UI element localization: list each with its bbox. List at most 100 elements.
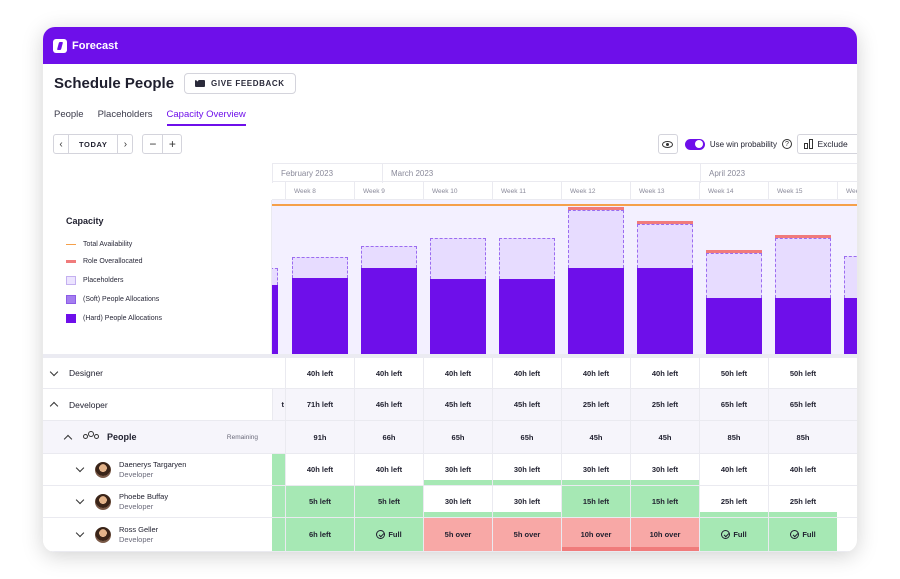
role-label[interactable]: Designer [43, 358, 272, 388]
capacity-cell[interactable]: 5h over [423, 518, 492, 551]
capacity-cell[interactable]: 40h left [768, 454, 837, 485]
capacity-cell[interactable]: 65h [492, 421, 561, 453]
capacity-cell[interactable]: 40h left [561, 358, 630, 388]
cell-value: 40h left [582, 368, 610, 378]
capacity-cell[interactable]: 10h over [561, 518, 630, 551]
capacity-cell[interactable]: 65h [423, 421, 492, 453]
capacity-cell[interactable]: 40h left [285, 454, 354, 485]
chevron-up-icon[interactable] [63, 434, 73, 443]
capacity-cell[interactable]: 30h left [630, 454, 699, 485]
capacity-cell[interactable]: Full [699, 518, 768, 551]
capacity-cell[interactable]: 40h left [354, 358, 423, 388]
placeholder-bar[interactable] [844, 256, 857, 298]
chevron-down-icon[interactable] [49, 367, 59, 376]
placeholder-bar[interactable] [499, 237, 555, 280]
placeholder-bar[interactable] [430, 237, 486, 280]
hard-allocation-bar[interactable] [499, 279, 555, 354]
zoom-out-button[interactable]: − [149, 137, 157, 151]
capacity-cell[interactable]: 5h over [492, 518, 561, 551]
placeholder-bar[interactable] [706, 253, 762, 298]
timeline-area[interactable]: February 2023 March 2023 April 2023 Week… [272, 163, 857, 552]
prev-button[interactable]: ‹ [59, 138, 63, 150]
hard-allocation-bar[interactable] [361, 268, 417, 354]
capacity-cell[interactable]: 71h left [285, 389, 354, 420]
hard-allocation-bar[interactable] [844, 297, 857, 354]
capacity-cell[interactable]: 30h left [423, 454, 492, 485]
win-probability-toggle[interactable] [684, 138, 705, 150]
chevron-up-icon[interactable] [49, 401, 59, 411]
capacity-cell[interactable]: 91h [285, 421, 354, 453]
capacity-cell[interactable]: 25h left [630, 389, 699, 420]
capacity-cell[interactable]: 15h left [630, 486, 699, 517]
capacity-cell[interactable]: 30h left [423, 486, 492, 517]
capacity-cell[interactable]: 50h left [699, 358, 768, 388]
tab-capacity-overview[interactable]: Capacity Overview [166, 109, 246, 126]
capacity-cell[interactable]: 45h [561, 421, 630, 453]
capacity-cell[interactable]: 65h left [768, 389, 837, 420]
legend-item: Total Availability [66, 241, 132, 248]
person-label[interactable]: Daenerys Targaryen Developer [43, 454, 272, 485]
capacity-cell[interactable]: 5h left [354, 486, 423, 517]
give-feedback-button[interactable]: GIVE FEEDBACK [184, 72, 296, 94]
capacity-cell[interactable]: 50h left [768, 358, 837, 388]
visibility-button[interactable] [657, 134, 678, 154]
chevron-down-icon[interactable] [75, 495, 85, 505]
capacity-cell[interactable]: 25h left [561, 389, 630, 420]
exclude-button[interactable]: Exclude [797, 134, 857, 154]
capacity-cell[interactable]: 65h left [699, 389, 768, 420]
capacity-cell[interactable]: 10h over [630, 518, 699, 551]
role-label[interactable]: Developer [43, 389, 272, 420]
hard-allocation-bar[interactable] [706, 297, 762, 354]
forecast-logo-icon[interactable] [53, 38, 67, 53]
capacity-cell[interactable]: 45h left [492, 389, 561, 420]
capacity-cell[interactable]: 40h left [354, 454, 423, 485]
capacity-cell-stub [272, 454, 285, 485]
cell-value: 40h left [513, 368, 541, 378]
capacity-cell[interactable]: 85h [768, 421, 837, 453]
capacity-cell[interactable]: 5h left [285, 486, 354, 517]
person-label[interactable]: Phoebe Buffay Developer [43, 486, 272, 517]
person-label[interactable]: Ross Geller Developer [43, 518, 272, 551]
chevron-down-icon[interactable] [75, 463, 85, 473]
capacity-cell[interactable]: Full [768, 518, 837, 551]
capacity-cell[interactable]: 46h left [354, 389, 423, 420]
tab-people[interactable]: People [54, 109, 84, 120]
capacity-cell[interactable]: 30h left [561, 454, 630, 485]
capacity-cell[interactable]: Full [354, 518, 423, 551]
chevron-down-icon[interactable] [75, 528, 85, 538]
next-button[interactable]: › [123, 138, 128, 150]
hard-allocation-bar[interactable] [292, 278, 348, 354]
placeholder-bar[interactable] [637, 223, 693, 269]
capacity-cell[interactable]: 40h left [630, 358, 699, 388]
capacity-cell[interactable]: 45h [630, 421, 699, 453]
capacity-cell[interactable]: 40h left [285, 358, 354, 388]
hard-allocation-bar[interactable] [637, 268, 693, 354]
capacity-cell[interactable]: 66h [354, 421, 423, 453]
placeholder-bar[interactable] [568, 209, 624, 269]
capacity-cell[interactable]: 40h left [423, 358, 492, 388]
tab-placeholders[interactable]: Placeholders [97, 109, 153, 120]
placeholder-bar[interactable] [292, 257, 348, 279]
capacity-cell[interactable]: 30h left [492, 486, 561, 517]
logo-text[interactable]: Forecast [72, 39, 118, 52]
capacity-cell[interactable]: 25h left [699, 486, 768, 517]
zoom-in-button[interactable]: + [162, 135, 181, 153]
today-button[interactable]: TODAY [68, 135, 119, 153]
placeholder-bar[interactable] [361, 245, 417, 269]
capacity-cell[interactable]: 25h left [768, 486, 837, 517]
capacity-cell[interactable]: 6h left [285, 518, 354, 551]
cell-value: 65h [451, 432, 465, 442]
hard-allocation-bar[interactable] [775, 297, 831, 354]
capacity-cell[interactable]: 30h left [492, 454, 561, 485]
capacity-cell[interactable]: 45h left [423, 389, 492, 420]
legend-swatch [66, 260, 76, 263]
placeholder-bar[interactable] [775, 237, 831, 298]
hard-allocation-bar[interactable] [430, 279, 486, 354]
capacity-cell[interactable]: 40h left [492, 358, 561, 388]
capacity-cell[interactable]: 85h [699, 421, 768, 453]
capacity-cell[interactable]: 15h left [561, 486, 630, 517]
people-group-label[interactable]: People Remaining [43, 421, 272, 453]
help-icon[interactable]: ? [782, 139, 792, 149]
capacity-cell[interactable]: 40h left [699, 454, 768, 485]
hard-allocation-bar[interactable] [568, 268, 624, 354]
